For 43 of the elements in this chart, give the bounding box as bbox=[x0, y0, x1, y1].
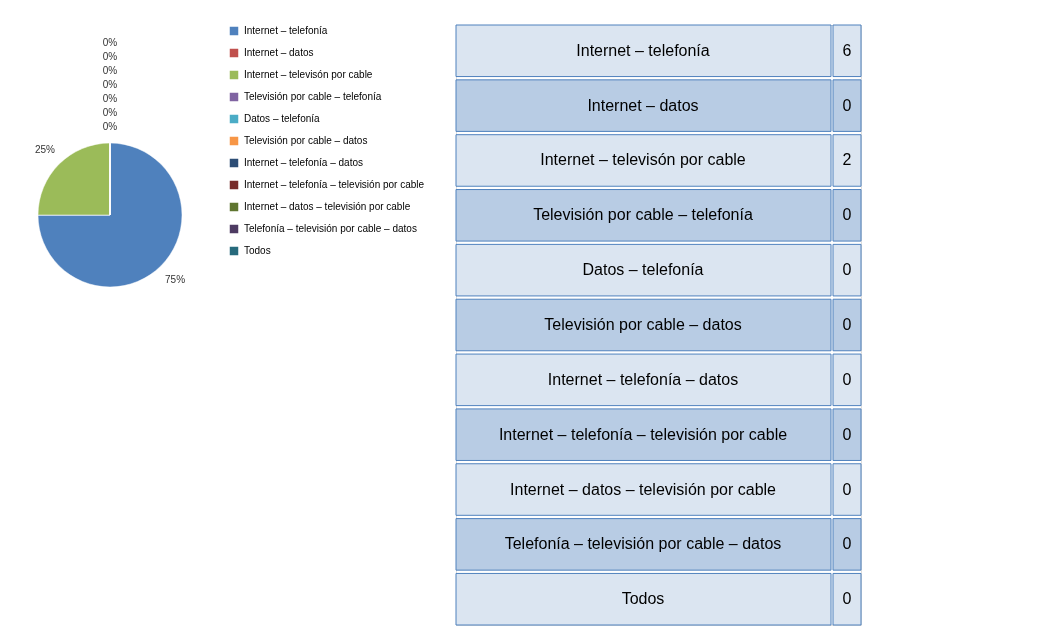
category-label: Internet – telefonía bbox=[576, 41, 710, 59]
data-label: 75% bbox=[165, 274, 186, 286]
data-label: 0 bbox=[842, 96, 852, 114]
legend-label: Internet – telefonía bbox=[244, 25, 328, 36]
data-label: 0 bbox=[842, 425, 852, 443]
text: 0% bbox=[102, 93, 118, 104]
category-label: Internet – telefonía – televisión por cable bbox=[498, 425, 788, 443]
data-label: 0 bbox=[842, 370, 852, 388]
pie-slice bbox=[37, 142, 183, 288]
text: 0% bbox=[102, 37, 118, 48]
data-label: 0 bbox=[842, 535, 852, 553]
category-label: Internet – datos bbox=[587, 96, 699, 114]
category-label: Internet – televisón por cable bbox=[540, 151, 746, 169]
data-label: 0 bbox=[842, 590, 852, 608]
category-label: Televisión por cable – telefonía bbox=[533, 206, 753, 224]
data-label: 0 bbox=[842, 480, 852, 498]
data-label: 6 bbox=[842, 41, 852, 59]
legend-label: Todos bbox=[244, 245, 271, 256]
category-label: Internet – telefonía – datos bbox=[547, 370, 739, 388]
category-label: Telefonía – televisión por cable – datos bbox=[504, 535, 782, 553]
data-label: 0 bbox=[842, 316, 852, 333]
category-label: Datos – telefonía bbox=[582, 261, 704, 279]
legend-label: Internet – televisón por cable bbox=[244, 69, 373, 80]
category-label: Internet – datos – televisión por cable bbox=[510, 480, 777, 498]
text: 0% bbox=[102, 79, 118, 90]
data-label: 0 bbox=[842, 206, 852, 224]
data-label: 0 bbox=[842, 261, 852, 279]
data-label: 25% bbox=[34, 143, 56, 155]
legend-label: Internet – datos bbox=[244, 47, 314, 58]
data-label: 2 bbox=[842, 151, 852, 169]
legend-label: Internet – datos – televisión por cable bbox=[244, 201, 411, 212]
text: 0% bbox=[102, 65, 118, 76]
legend-label: Internet – telefonía – datos bbox=[244, 157, 363, 168]
text: 0% bbox=[102, 107, 118, 118]
legend-label: Televisión por cable – telefonía bbox=[244, 91, 382, 102]
category-label: Televisión por cable – datos bbox=[544, 316, 742, 333]
text: 0% bbox=[102, 121, 118, 132]
legend-label: Internet – telefonía – televisión por cable bbox=[244, 179, 425, 190]
text: 0% bbox=[102, 51, 118, 62]
legend-label: Televisión por cable – datos bbox=[244, 135, 368, 146]
legend-label: Datos – telefonía bbox=[244, 113, 321, 124]
legend-label: Telefonía – televisión por cable – datos bbox=[244, 223, 417, 234]
category-label: Todos bbox=[621, 590, 665, 608]
